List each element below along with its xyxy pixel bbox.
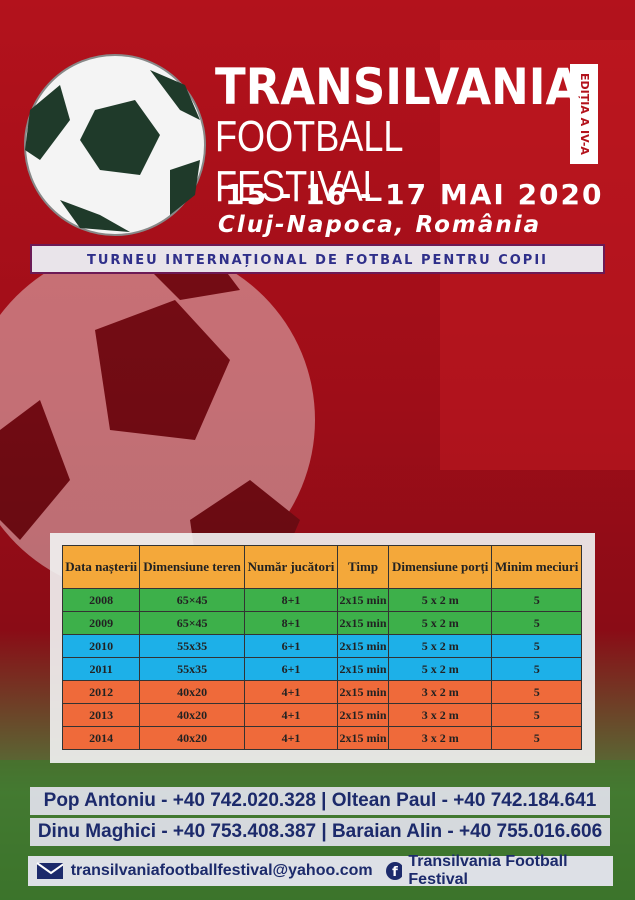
table-cell: 65×45 — [139, 588, 245, 612]
table-cell: 8+1 — [243, 588, 339, 612]
email: transilvaniafootballfestival@yahoo.com — [70, 862, 373, 879]
table-cell: 3 x 2 m — [388, 726, 493, 750]
table-cell: 6+1 — [243, 634, 339, 658]
table-cell: 3 x 2 m — [388, 703, 493, 727]
table-cell: 2x15 min — [337, 680, 390, 704]
table-cell: 5 — [491, 703, 582, 727]
footer: transilvaniafootballfestival@yahoo.com f… — [28, 853, 613, 888]
header-cell: Dimensiune teren — [139, 545, 245, 589]
contact-line: Pop Antoniu - +40 742.020.328 | Oltean P… — [30, 787, 610, 815]
facebook: Transilvania Football Festival — [408, 853, 568, 888]
tagline: TURNEU INTERNAȚIONAL DE FOTBAL PENTRU CO… — [30, 244, 605, 274]
dates: 15 - 16 - 17 MAI 2020 — [225, 178, 604, 211]
table-cell: 2x15 min — [337, 634, 390, 658]
facebook-icon: f — [385, 862, 403, 880]
schedule-table: Data nașterii Dimensiune teren Număr jucăt… — [61, 545, 582, 750]
location: Cluj-Napoca, România — [218, 212, 542, 238]
table-cell: 40x20 — [139, 680, 245, 704]
table-cell: 2008 — [61, 588, 141, 612]
title: TRANSILVANIA — [215, 58, 581, 116]
table-cell: 5 — [491, 726, 582, 750]
table-cell: 2011 — [61, 657, 141, 681]
header-cell: Timp — [337, 545, 390, 589]
header-cell: Data nașterii — [61, 545, 141, 589]
header-cell: Număr jucători — [243, 545, 339, 589]
table-cell: 2013 — [61, 703, 141, 727]
table-cell: 5 x 2 m — [388, 657, 493, 681]
contact-line: Dinu Maghici - +40 753.408.387 | Baraian… — [30, 818, 610, 846]
table-cell: 2010 — [61, 634, 141, 658]
table-cell: 4+1 — [243, 680, 339, 704]
svg-text:f: f — [392, 865, 398, 880]
table-cell: 2x15 min — [337, 703, 390, 727]
table-cell: 65×45 — [139, 611, 245, 635]
subtitle: FOOTBALL FESTIVAL — [215, 112, 403, 211]
table-cell: 2009 — [61, 611, 141, 635]
table-cell: 55x35 — [139, 634, 245, 658]
table-cell: 3 x 2 m — [388, 680, 493, 704]
table-cell: 4+1 — [243, 726, 339, 750]
table-cell: 5 x 2 m — [388, 588, 493, 612]
table-cell: 2012 — [61, 680, 141, 704]
table-cell: 5 x 2 m — [388, 611, 493, 635]
table-cell: 4+1 — [243, 703, 339, 727]
table-cell: 5 x 2 m — [388, 634, 493, 658]
small-ball — [24, 54, 206, 236]
table-panel: Data nașterii Dimensiune teren Număr jucăt… — [50, 533, 595, 763]
table-cell: 2x15 min — [337, 657, 390, 681]
table-cell: 40x20 — [139, 726, 245, 750]
mail-icon — [36, 862, 63, 879]
table-body: 2008 65×45 8+1 2x15 min 5 x 2 m 5 2009 65×45 8+1… — [61, 588, 582, 750]
table-cell: 5 — [491, 680, 582, 704]
table-cell: 8+1 — [243, 611, 339, 635]
header-row: Data nașterii Dimensiune teren Număr jucăt… — [61, 545, 582, 589]
table-cell: 6+1 — [243, 657, 339, 681]
table-cell: 55x35 — [139, 657, 245, 681]
table-cell: 5 — [491, 611, 582, 635]
header-cell: Dimensiune porți — [388, 545, 493, 589]
edition-badge: EDIȚIA A IV-A — [570, 64, 598, 164]
table-cell: 2014 — [61, 726, 141, 750]
table-cell: 2x15 min — [337, 726, 390, 750]
table-cell: 5 — [491, 657, 582, 681]
table-cell: 5 — [491, 634, 582, 658]
table-cell: 5 — [491, 588, 582, 612]
table-cell: 2x15 min — [337, 611, 390, 635]
table-cell: 2x15 min — [337, 588, 390, 612]
table-cell: 40x20 — [139, 703, 245, 727]
header-cell: Minim meciuri — [491, 545, 582, 589]
